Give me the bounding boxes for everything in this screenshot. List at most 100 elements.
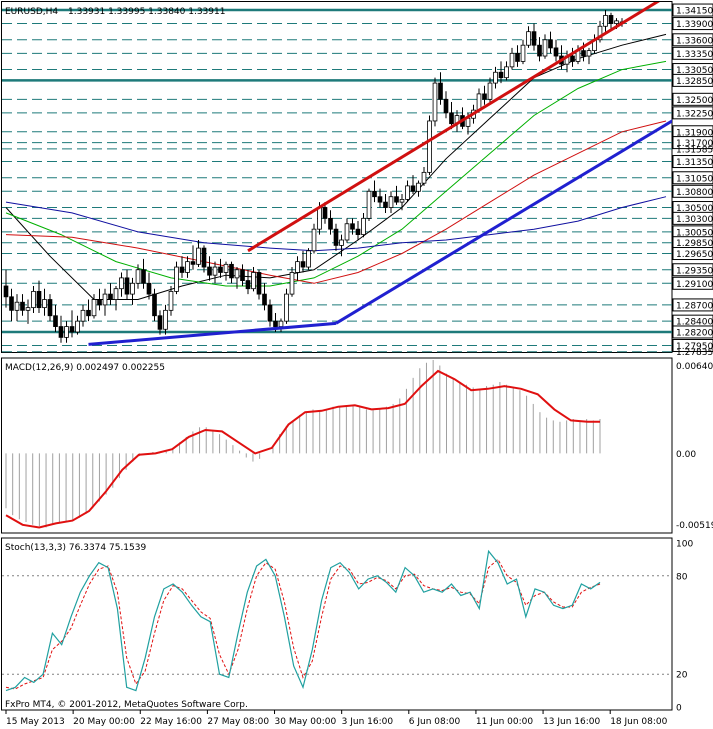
- macd-header: MACD(12,26,9) 0.002497 0.002255: [5, 363, 165, 373]
- candle-body: [526, 31, 531, 46]
- candle-body: [284, 293, 289, 322]
- price-tick-label: 1.30800: [676, 188, 713, 198]
- price-tick-box: [672, 211, 713, 225]
- price-tick-box: [672, 33, 713, 47]
- moving-average-line: [5, 196, 667, 252]
- candle-body: [476, 93, 482, 111]
- price-tick-label: 1.30500: [676, 204, 713, 214]
- candle-body: [531, 31, 537, 46]
- price-tick-label: 1.31900: [676, 128, 713, 138]
- price-tick-label: 1.31050: [676, 174, 713, 184]
- candle-body: [603, 15, 608, 27]
- price-tick-box: [672, 136, 713, 150]
- x-tick-label: 20 May 00:00: [73, 717, 135, 727]
- candle-body: [333, 228, 339, 246]
- stoch-tick-label: 80: [676, 572, 688, 582]
- price-tick-label: 1.29100: [676, 280, 713, 290]
- candle-body: [377, 196, 383, 203]
- candle-body: [361, 217, 366, 235]
- trendlines: [88, 2, 672, 346]
- moving-average-line: [5, 120, 667, 284]
- candle-body: [58, 326, 64, 338]
- x-tick-label: 11 Jun 00:00: [476, 717, 533, 727]
- candle-body: [482, 93, 487, 100]
- price-tick-box: [672, 171, 713, 185]
- candle-body: [14, 301, 20, 311]
- x-tick-label: 30 May 00:00: [275, 717, 337, 727]
- price-tick-label: 1.31350: [676, 158, 713, 168]
- candle-body: [614, 20, 619, 24]
- candle-body: [581, 50, 586, 57]
- candle-body: [399, 199, 405, 203]
- candle-body: [201, 247, 207, 268]
- candle-body: [25, 307, 31, 311]
- price-tick-label: 1.33900: [676, 20, 713, 30]
- candle-body: [146, 282, 152, 295]
- candle-body: [31, 290, 36, 309]
- price-tick-label: 1.28200: [676, 328, 713, 338]
- candle-body: [537, 44, 542, 57]
- candle-body: [366, 190, 372, 219]
- candle-body: [141, 269, 146, 284]
- candle-body: [449, 112, 454, 125]
- price-tick-box: [672, 325, 713, 339]
- candle-body: [405, 185, 410, 200]
- x-tick-label: 18 Jun 08:00: [610, 717, 667, 727]
- candle-body: [97, 299, 102, 306]
- price-tick-box: [672, 3, 713, 17]
- price-tick-label: 1.31700: [676, 139, 713, 149]
- price-tick-box: [672, 92, 713, 106]
- candle-body: [498, 71, 504, 79]
- candle-body: [421, 171, 427, 184]
- x-axis: 15 May 2013 20 May 00:00 22 May 16:00 27 Ma…: [5, 710, 668, 727]
- price-header-ohlc: 1.33931 1.33995 1.33840 1.33911: [68, 7, 225, 17]
- candle-body: [487, 82, 493, 100]
- price-tick-label: 1.32850: [676, 77, 713, 87]
- candle-body: [245, 280, 251, 290]
- price-tick-box: [672, 106, 713, 120]
- x-tick-label: 6 Jun 08:00: [409, 717, 461, 727]
- price-tick-label: 1.28400: [676, 318, 713, 328]
- stoch-panel: 100 80 20 0: [1, 537, 693, 714]
- candle-body: [179, 266, 185, 273]
- candle-body: [223, 263, 229, 273]
- price-tick-label: 1.30050: [676, 228, 713, 238]
- price-tick-box: [672, 184, 713, 198]
- candle-body: [273, 320, 278, 327]
- candle-body: [9, 296, 14, 311]
- price-tick-box: [672, 46, 713, 60]
- candle-body: [135, 269, 141, 284]
- candle-body: [410, 185, 416, 192]
- candle-body: [542, 39, 548, 57]
- price-tick-label: 1.29650: [676, 250, 713, 260]
- candle-body: [383, 201, 388, 208]
- candle-body: [64, 326, 69, 338]
- candle-body: [597, 25, 603, 41]
- candle-body: [278, 320, 284, 327]
- candle-body: [185, 261, 190, 273]
- candle-body: [20, 301, 25, 311]
- price-tick-label: 1.33350: [676, 50, 713, 60]
- candle-body: [267, 304, 273, 322]
- candle-body: [119, 277, 124, 290]
- stoch-tick-label: 0: [676, 704, 682, 714]
- candle-body: [53, 315, 58, 327]
- price-tick-label: 1.34150: [676, 7, 713, 17]
- moving-average-line: [5, 60, 667, 287]
- candle-body: [234, 269, 240, 279]
- price-panel: 1.34150 1.33900 1.33600 1.33350 1.330501.328…: [1, 1, 713, 358]
- candle-body: [586, 50, 592, 57]
- candle-body: [570, 55, 575, 62]
- x-tick-label: 22 May 16:00: [140, 717, 202, 727]
- candle-body: [207, 266, 212, 276]
- macd-tick-label: -0.00519: [676, 521, 713, 531]
- candle-body: [350, 223, 355, 230]
- candle-body: [443, 98, 449, 114]
- candle-body: [520, 44, 526, 62]
- candle-body: [306, 250, 311, 268]
- candle-body: [229, 263, 234, 279]
- candle-body: [509, 52, 515, 68]
- candle-body: [394, 196, 399, 203]
- price-tick-box: [672, 155, 713, 169]
- macd-tick-label: 0.00: [676, 450, 696, 460]
